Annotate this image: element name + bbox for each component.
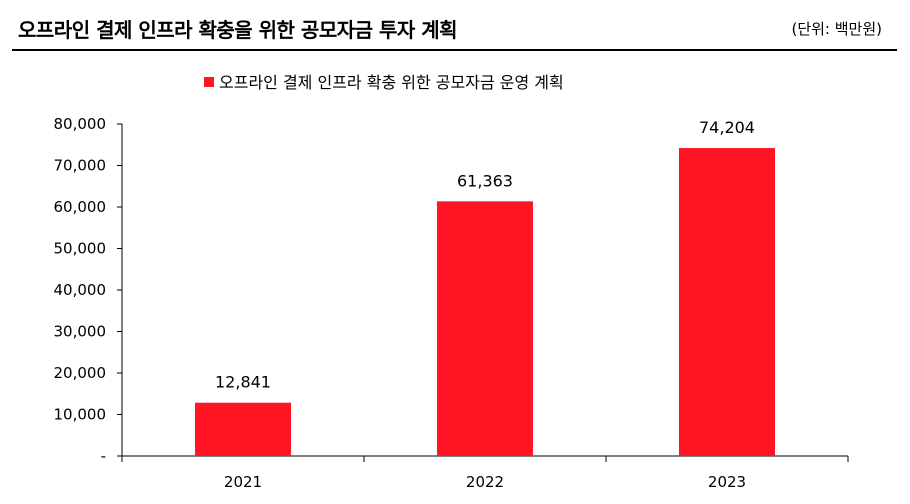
legend-swatch (204, 77, 214, 87)
unit-label: (단위: 백만원) (791, 20, 882, 38)
y-tick-label: 50,000 (54, 240, 107, 258)
x-tick-label: 2022 (466, 473, 504, 491)
y-tick-label: 60,000 (54, 198, 107, 216)
header-rule (12, 49, 897, 51)
data-label: 61,363 (457, 171, 513, 190)
bar-2021 (195, 402, 291, 456)
legend: 오프라인 결제 인프라 확충 위한 공모자금 운영 계획 (204, 73, 564, 92)
data-label: 74,204 (699, 118, 755, 137)
x-tick-label: 2023 (708, 473, 746, 491)
bar-2022 (437, 201, 533, 456)
data-label: 12,841 (215, 373, 271, 392)
y-tick-label: 30,000 (54, 323, 107, 341)
chart-title: 오프라인 결제 인프라 확충을 위한 공모자금 투자 계획 (18, 18, 458, 42)
y-tick-label: 40,000 (54, 281, 107, 299)
bars: 12,841 61,363 74,204 (195, 118, 775, 456)
y-tick-label: 10,000 (54, 406, 107, 424)
legend-label: 오프라인 결제 인프라 확충 위한 공모자금 운영 계획 (219, 73, 564, 92)
x-tick-label: 2021 (224, 473, 262, 491)
y-axis: - 10,000 20,000 30,000 40,000 50,000 60,000 70,… (54, 115, 123, 465)
bar-2023 (679, 148, 775, 456)
chart-header: 오프라인 결제 인프라 확충을 위한 공모자금 투자 계획 (단위: 백만원) (0, 0, 910, 52)
y-tick-label: 20,000 (54, 364, 107, 382)
x-axis: 2021 2022 2023 (121, 455, 849, 491)
y-tick-label: - (101, 447, 106, 465)
y-tick-label: 70,000 (54, 157, 107, 175)
y-tick-label: 80,000 (54, 115, 107, 133)
